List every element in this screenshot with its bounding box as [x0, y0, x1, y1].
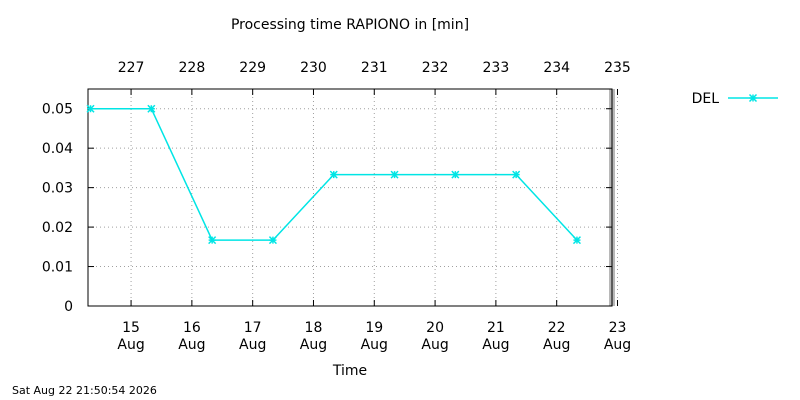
x-tick-label-day: 15	[122, 320, 140, 336]
legend: DEL	[692, 91, 778, 107]
y-tick-label: 0.05	[42, 102, 73, 118]
x-tick-label-day: 16	[183, 320, 201, 336]
y-tick-label: 0.03	[42, 181, 73, 197]
x-top-tick-label: 234	[543, 60, 570, 76]
x-tick-label-day: 22	[548, 320, 566, 336]
x-tick-label-month: Aug	[482, 337, 509, 353]
legend-marker	[748, 93, 758, 103]
data-point	[390, 170, 399, 179]
x-tick-label-month: Aug	[117, 337, 144, 353]
x-top-tick-label: 235	[604, 60, 631, 76]
timestamp: Sat Aug 22 21:50:54 2026	[12, 384, 157, 397]
data-point	[512, 170, 521, 179]
data-point	[208, 236, 217, 245]
data-point	[572, 236, 581, 245]
legend-label: DEL	[692, 91, 720, 107]
x-top-tick-label: 229	[239, 60, 266, 76]
x-tick-label-month: Aug	[361, 337, 388, 353]
data-point	[147, 104, 156, 113]
x-tick-label-month: Aug	[300, 337, 327, 353]
x-top-tick-label: 231	[361, 60, 388, 76]
plot-frame	[87, 88, 613, 307]
axis-ticks: 00.010.020.030.040.0515Aug22716Aug22817A…	[42, 60, 631, 353]
x-tick-label-day: 23	[609, 320, 627, 336]
x-tick-label-month: Aug	[604, 337, 631, 353]
x-tick-label-month: Aug	[178, 337, 205, 353]
data-point	[451, 170, 460, 179]
x-tick-label-day: 19	[365, 320, 383, 336]
data-point	[268, 236, 277, 245]
x-tick-label-month: Aug	[421, 337, 448, 353]
x-tick-label-month: Aug	[543, 337, 570, 353]
x-top-tick-label: 227	[118, 60, 145, 76]
y-tick-label: 0	[64, 299, 73, 315]
y-tick-label: 0.02	[42, 220, 73, 236]
x-top-tick-label: 233	[483, 60, 510, 76]
x-top-tick-label: 230	[300, 60, 327, 76]
x-tick-label-day: 21	[487, 320, 505, 336]
data-point	[329, 170, 338, 179]
chart-title: Processing time RAPIONO in [min]	[231, 17, 469, 33]
x-top-tick-label: 232	[422, 60, 449, 76]
y-tick-label: 0.01	[42, 260, 73, 276]
x-top-tick-label: 228	[179, 60, 206, 76]
x-tick-label-month: Aug	[239, 337, 266, 353]
data-point	[86, 104, 95, 113]
series-layer	[86, 104, 581, 245]
x-tick-label-day: 20	[426, 320, 444, 336]
y-tick-label: 0.04	[42, 141, 73, 157]
x-tick-label-day: 17	[244, 320, 262, 336]
x-tick-label-day: 18	[305, 320, 323, 336]
x-axis-label: Time	[332, 363, 367, 379]
